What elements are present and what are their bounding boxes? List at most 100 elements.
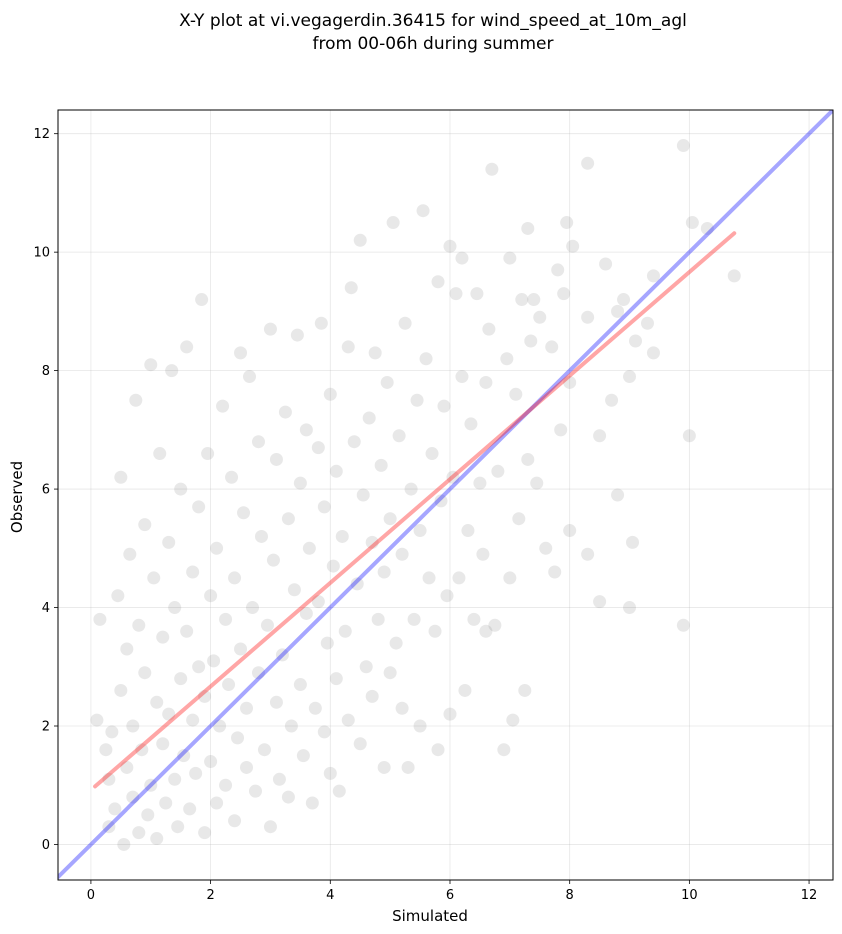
scatter-point: [485, 162, 499, 176]
scatter-point: [629, 334, 643, 348]
plot-frame: [57, 109, 834, 881]
scatter-point: [419, 352, 433, 366]
scatter-point: [213, 719, 227, 733]
scatter-point: [581, 156, 595, 170]
y-tick-label: 4: [42, 601, 50, 616]
scatter-point: [189, 766, 203, 780]
scatter-point: [281, 790, 295, 804]
scatter-point: [93, 612, 107, 626]
scatter-point: [676, 139, 690, 153]
scatter-point: [524, 334, 538, 348]
scatter-point: [204, 589, 218, 603]
scatter-point: [518, 683, 532, 697]
scatter-point: [521, 221, 535, 235]
scatter-point: [269, 695, 283, 709]
scatter-point: [365, 535, 379, 549]
scatter-point: [389, 636, 403, 650]
scatter-point: [374, 458, 388, 472]
scatter-point: [138, 666, 152, 680]
scatter-point: [90, 713, 104, 727]
scatter-point: [640, 316, 654, 330]
scatter-point: [329, 672, 343, 686]
scatter-point: [234, 346, 248, 360]
scatter-point: [353, 233, 367, 247]
scatter-point: [138, 518, 152, 532]
scatter-point: [251, 666, 265, 680]
scatter-point: [407, 612, 421, 626]
scatter-point: [386, 216, 400, 230]
x-tick-label: 10: [681, 888, 698, 903]
scatter-point: [275, 648, 289, 662]
scatter-point: [132, 826, 146, 840]
scatter-point: [512, 512, 526, 526]
scatter-point: [410, 393, 424, 407]
scatter-point: [539, 541, 553, 555]
y-tick-label: 8: [42, 364, 50, 379]
scatter-point: [231, 731, 245, 745]
scatter-point: [479, 624, 493, 638]
scatter-point: [254, 529, 268, 543]
scatter-point: [554, 423, 568, 437]
scatter-point: [437, 399, 451, 413]
scatter-point: [380, 375, 394, 389]
scatter-point: [272, 772, 286, 786]
scatter-point: [168, 772, 182, 786]
scatter-point: [500, 352, 514, 366]
scatter-point: [404, 482, 418, 496]
scatter-point: [431, 743, 445, 757]
scatter-point: [611, 304, 625, 318]
scatter-point: [99, 743, 113, 757]
scatter-point: [359, 660, 373, 674]
x-tick-label: 0: [87, 888, 95, 903]
x-tick-label: 12: [801, 888, 818, 903]
scatter-point: [183, 802, 197, 816]
scatter-point: [344, 281, 358, 295]
scatter-point: [192, 660, 206, 674]
scatter-point: [581, 310, 595, 324]
scatter-point: [700, 221, 714, 235]
scatter-point: [120, 642, 134, 656]
scatter-point: [425, 447, 439, 461]
scatter-point: [428, 624, 442, 638]
scatter-point: [108, 802, 122, 816]
scatter-point: [356, 488, 370, 502]
scatter-point: [180, 624, 194, 638]
chart-title-line-2: from 00-06h during summer: [313, 34, 554, 54]
scatter-point: [123, 547, 137, 561]
scatter-point: [311, 595, 325, 609]
scatter-point: [228, 571, 242, 585]
scatter-point: [174, 672, 188, 686]
scatter-point: [162, 707, 176, 721]
scatter-point: [646, 346, 660, 360]
scatter-point: [458, 683, 472, 697]
scatter-point: [623, 601, 637, 615]
scatter-point: [237, 506, 251, 520]
scatter-point: [455, 370, 469, 384]
scatter-point: [413, 524, 427, 538]
scatter-point: [392, 429, 406, 443]
scatter-point: [308, 701, 322, 715]
scatter-point: [566, 239, 580, 253]
scatter-point: [350, 577, 364, 591]
y-tick-label: 12: [33, 127, 50, 142]
scatter-point: [482, 322, 496, 336]
grid: [58, 110, 833, 880]
y-tick-label: 2: [42, 720, 50, 735]
scatter-point: [338, 624, 352, 638]
scatter-point: [626, 535, 640, 549]
scatter-point: [347, 435, 361, 449]
scatter-point: [290, 328, 304, 342]
scatter-point: [398, 316, 412, 330]
scatter-point: [503, 251, 517, 265]
scatter-point: [611, 488, 625, 502]
scatter-point: [682, 429, 696, 443]
scatter-point: [219, 612, 233, 626]
scatter-point: [284, 719, 298, 733]
scatter-point: [111, 589, 125, 603]
scatter-point: [530, 476, 544, 490]
scatter-point: [317, 725, 331, 739]
x-axis-label: Simulated: [392, 907, 468, 925]
scatter-point: [317, 500, 331, 514]
scatter-point: [563, 524, 577, 538]
scatter-point: [293, 476, 307, 490]
